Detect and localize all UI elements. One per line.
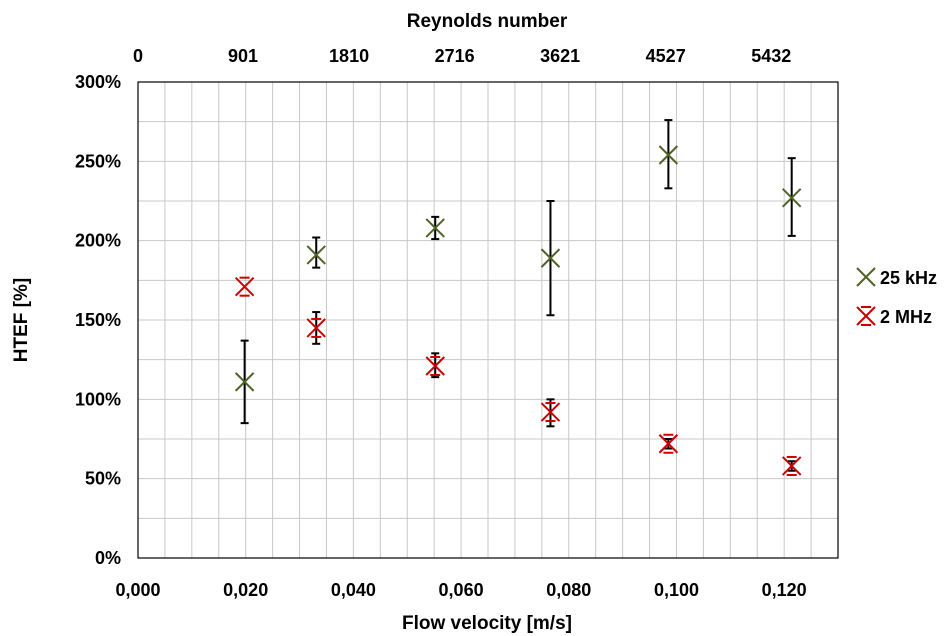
y-tick-label: 50%: [85, 469, 121, 489]
secondary-x-tick-label: 5432: [751, 46, 791, 66]
series-b: [234, 276, 802, 476]
y-axis-title: HTEF [%]: [11, 278, 32, 362]
error-bar: [312, 236, 321, 269]
data-point: [425, 218, 445, 238]
data-point: [540, 248, 561, 268]
secondary-x-tick-label: 901: [228, 46, 258, 66]
series-a: [234, 119, 802, 425]
data-point: [234, 276, 255, 297]
x-axis-title: Flow velocity [m/s]: [402, 613, 572, 634]
legend: 25 kHz 2 MHz: [856, 267, 937, 327]
secondary-x-tick-label: 0: [133, 46, 143, 66]
grid: [138, 82, 838, 558]
plot-area-frame: [137, 81, 839, 559]
x-tick-label: 0,000: [115, 580, 160, 600]
x-tick-label: 0,120: [762, 580, 807, 600]
y-tick-label: 100%: [75, 389, 121, 409]
x-tick-label: 0,020: [223, 580, 268, 600]
data-point: [425, 356, 445, 377]
secondary-x-axis-title: Reynolds number: [407, 11, 568, 32]
data-point: [658, 433, 679, 454]
data-point: [540, 402, 561, 423]
data-point: [234, 372, 255, 392]
secondary-x-tick-label: 2716: [435, 46, 475, 66]
y-tick-label: 300%: [75, 72, 121, 92]
data-point: [306, 317, 326, 338]
x-tick-label: 0,080: [546, 580, 591, 600]
legend-marker: [856, 306, 876, 326]
data-point: [306, 245, 326, 265]
x-tick-label: 0,060: [439, 580, 484, 600]
y-tick-label: 150%: [75, 310, 121, 330]
secondary-x-tick-label: 3621: [540, 46, 580, 66]
data-point: [658, 145, 679, 165]
legend-label: 25 kHz: [880, 268, 937, 288]
y-tick-label: 250%: [75, 151, 121, 171]
y-axis-ticks: 0% 50% 100% 150% 200% 250% 300%: [75, 72, 121, 568]
x-tick-label: 0,040: [331, 580, 376, 600]
secondary-x-axis-ticks: 0 901 1810 2716 3621 4527 5432: [133, 46, 791, 66]
x-axis-ticks: 0,000 0,020 0,040 0,060 0,080 0,100 0,120: [115, 580, 806, 600]
data-series: [234, 119, 802, 476]
legend-marker: [856, 267, 876, 287]
secondary-x-tick-label: 1810: [329, 46, 369, 66]
x-tick-label: 0,100: [654, 580, 699, 600]
secondary-x-tick-label: 4527: [646, 46, 686, 66]
legend-label: 2 MHz: [880, 307, 932, 327]
y-tick-label: 200%: [75, 231, 121, 251]
data-point: [781, 455, 802, 476]
y-tick-label: 0%: [95, 548, 121, 568]
data-point: [781, 188, 802, 208]
